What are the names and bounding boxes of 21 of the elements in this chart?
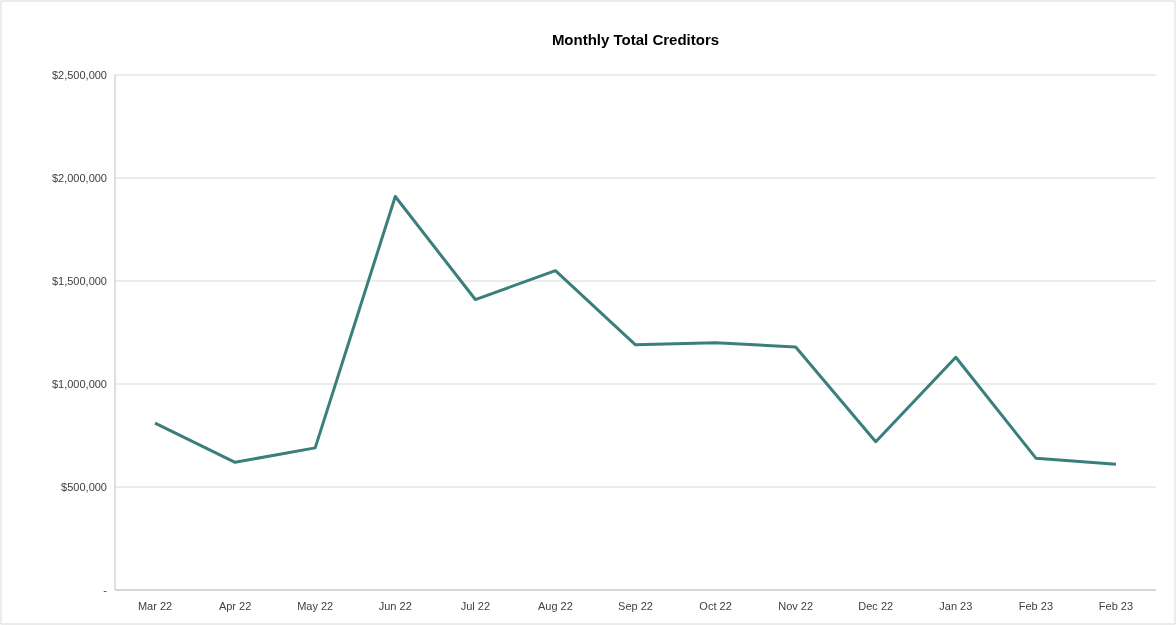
chart-title: Monthly Total Creditors — [551, 31, 720, 48]
x-tick-label: Jan 23 — [939, 600, 973, 612]
line-series — [153, 195, 1118, 466]
x-tick-label: Sep 22 — [618, 600, 653, 612]
x-tick-label: Aug 22 — [537, 600, 573, 612]
y-tick-label: - — [103, 583, 108, 596]
y-tick-label: $2,000,000 — [51, 171, 107, 184]
x-tick-label: Jul 22 — [460, 600, 491, 612]
y-tick-label: $2,500,000 — [51, 68, 107, 81]
x-tick-label: Mar 22 — [137, 600, 173, 612]
x-tick-label: Dec 22 — [858, 600, 894, 612]
x-tick-label: Apr 22 — [218, 600, 252, 612]
y-tick-label: $1,500,000 — [51, 274, 107, 287]
x-tick-label: Oct 22 — [699, 600, 732, 612]
x-tick-label: Jun 22 — [378, 600, 412, 612]
y-tick-label: $1,000,000 — [51, 377, 107, 390]
x-tick-label: Nov 22 — [778, 600, 814, 612]
x-tick-label: May 22 — [297, 600, 334, 612]
y-tick-label: $500,000 — [61, 480, 107, 493]
x-tick-label: Feb 23 — [1098, 600, 1134, 612]
x-tick-label: Feb 23 — [1018, 600, 1054, 612]
